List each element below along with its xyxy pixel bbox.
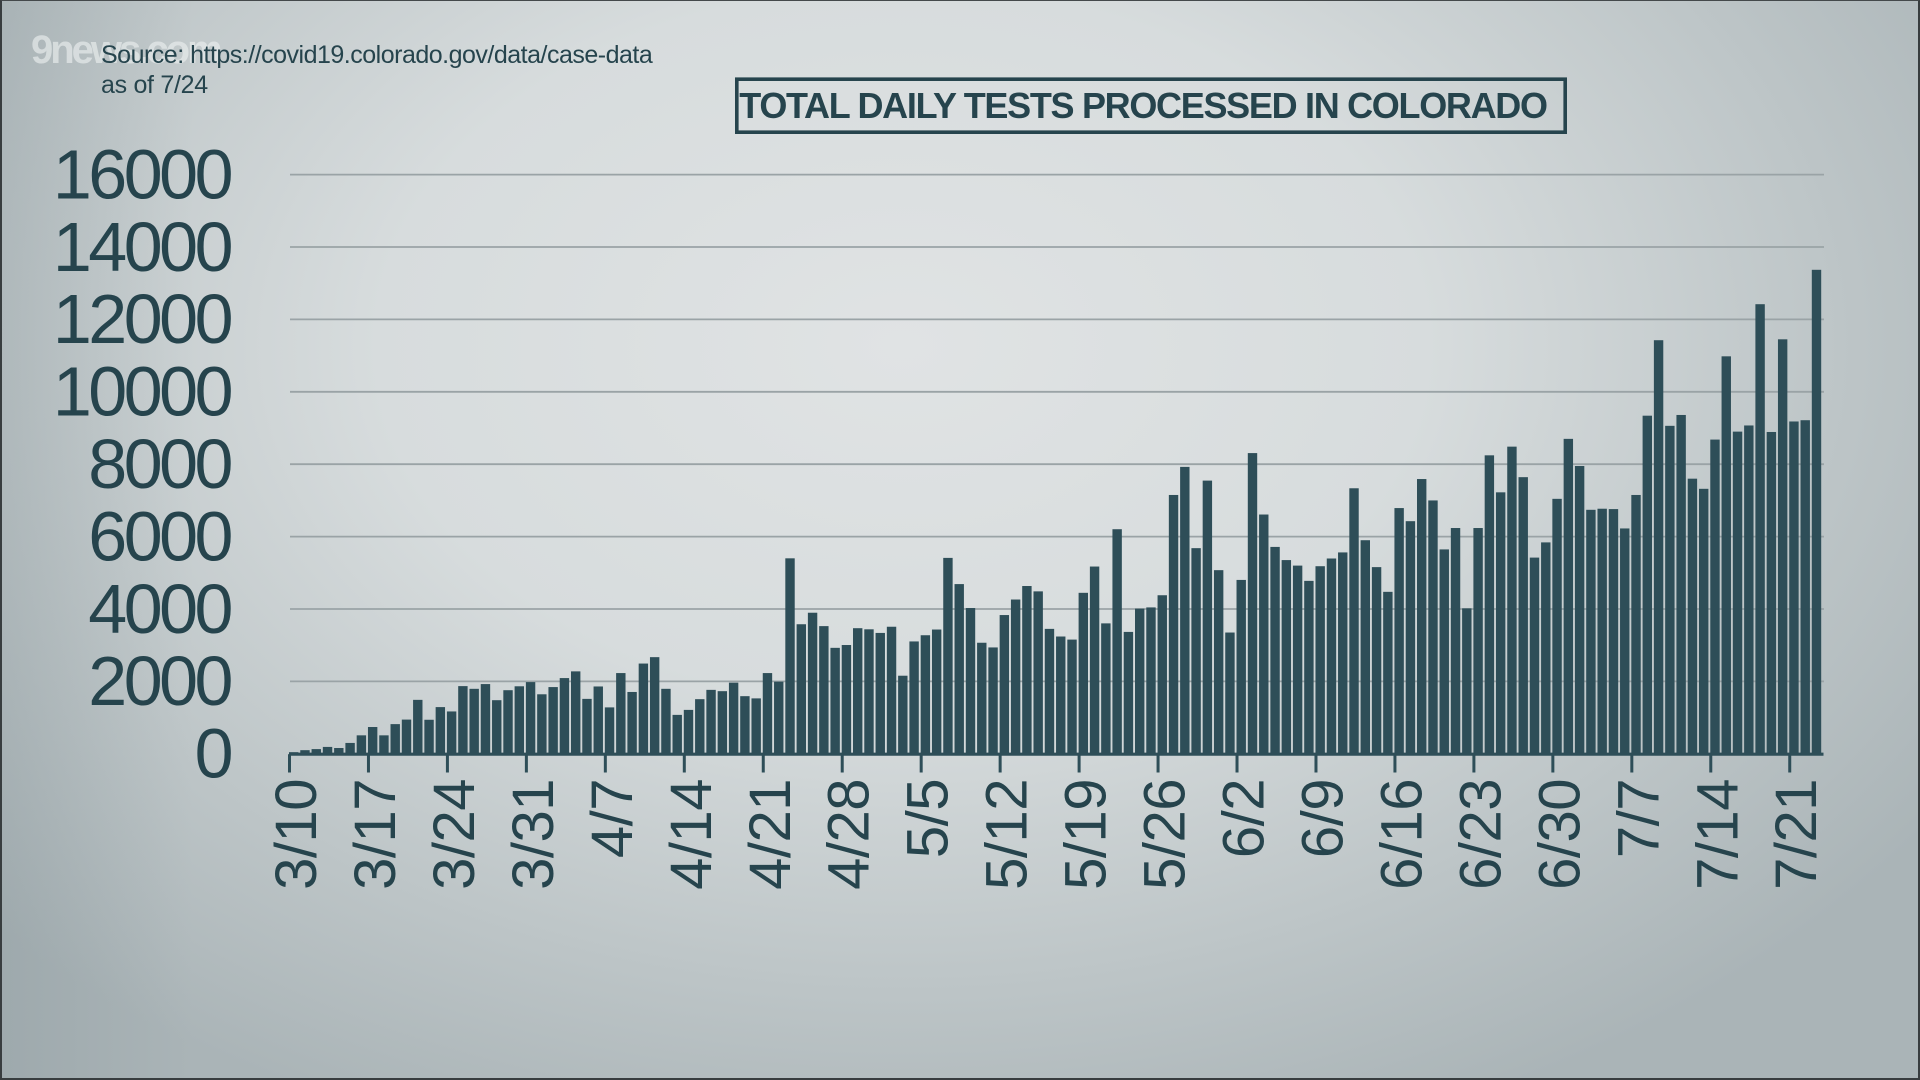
svg-text:0: 0 <box>195 715 232 793</box>
svg-text:4/21: 4/21 <box>738 779 803 890</box>
svg-text:7/21: 7/21 <box>1764 779 1829 890</box>
svg-text:4/14: 4/14 <box>659 779 724 890</box>
svg-text:Source: https://covid19.colora: Source: https://covid19.colorado.gov/dat… <box>101 41 653 69</box>
svg-text:3/17: 3/17 <box>343 779 408 890</box>
svg-text:4/7: 4/7 <box>580 779 645 858</box>
svg-text:6000: 6000 <box>88 497 231 575</box>
svg-text:5/26: 5/26 <box>1133 779 1198 890</box>
svg-text:12000: 12000 <box>53 280 232 358</box>
svg-text:4/28: 4/28 <box>817 779 882 890</box>
svg-text:4000: 4000 <box>88 570 231 648</box>
svg-text:7/14: 7/14 <box>1685 779 1750 890</box>
svg-text:8000: 8000 <box>88 425 231 503</box>
svg-text:3/10: 3/10 <box>264 779 329 890</box>
svg-text:5/5: 5/5 <box>896 779 961 858</box>
svg-text:3/31: 3/31 <box>501 779 566 890</box>
svg-text:9news.com: 9news.com <box>31 28 221 72</box>
svg-text:7/7: 7/7 <box>1606 779 1671 858</box>
svg-text:6/9: 6/9 <box>1291 779 1356 858</box>
svg-text:14000: 14000 <box>53 208 232 286</box>
svg-text:6/23: 6/23 <box>1448 779 1513 890</box>
svg-text:2000: 2000 <box>88 642 231 720</box>
svg-text:3/24: 3/24 <box>422 779 487 890</box>
svg-text:5/19: 5/19 <box>1054 779 1119 890</box>
svg-text:16000: 16000 <box>53 135 232 213</box>
svg-text:6/2: 6/2 <box>1212 779 1277 858</box>
svg-text:10000: 10000 <box>53 353 232 431</box>
svg-text:5/12: 5/12 <box>975 779 1040 890</box>
svg-text:TOTAL DAILY TESTS PROCESSED IN: TOTAL DAILY TESTS PROCESSED IN COLORADO <box>739 85 1547 126</box>
svg-text:6/16: 6/16 <box>1369 779 1434 890</box>
svg-text:as of 7/24: as of 7/24 <box>101 71 208 99</box>
svg-text:6/30: 6/30 <box>1527 779 1592 890</box>
